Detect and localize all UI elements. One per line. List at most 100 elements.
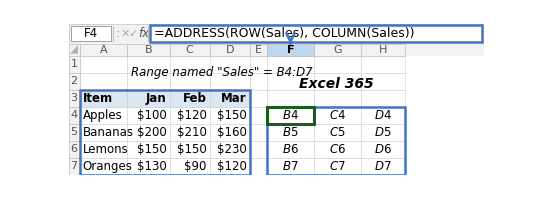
Bar (127, 158, 170, 175)
Text: Item: Item (82, 92, 113, 105)
Text: A: A (100, 45, 107, 55)
Bar (127, 73, 170, 90)
Text: $150: $150 (177, 143, 206, 156)
Text: $C$6: $C$6 (329, 143, 346, 156)
Bar (267, 141, 314, 158)
Text: Lemons: Lemons (82, 143, 128, 156)
Bar (361, 107, 405, 124)
Bar (127, 141, 170, 158)
Bar (170, 73, 210, 90)
Bar (170, 124, 210, 141)
Bar (267, 73, 314, 90)
Bar (210, 141, 250, 158)
Polygon shape (70, 45, 78, 54)
Bar (314, 107, 361, 124)
Bar (361, 158, 405, 175)
Bar (210, 107, 250, 124)
Bar (170, 107, 210, 124)
Text: $150: $150 (217, 109, 246, 122)
Bar (314, 124, 361, 141)
Bar (69, 73, 80, 90)
Bar (127, 56, 170, 73)
Bar (127, 124, 170, 141)
Text: $B$5: $B$5 (282, 126, 299, 139)
Text: Excel 365: Excel 365 (299, 77, 373, 91)
Bar (69, 124, 80, 141)
Bar (69, 107, 80, 124)
Bar (170, 90, 210, 107)
Text: $C$5: $C$5 (329, 126, 345, 139)
Bar (69, 44, 483, 56)
Text: Bananas: Bananas (82, 126, 134, 139)
Text: 6: 6 (71, 144, 78, 154)
Text: $B$4: $B$4 (282, 109, 299, 122)
Text: $B$7: $B$7 (282, 160, 299, 173)
Bar (250, 90, 267, 107)
Bar (80, 90, 127, 107)
Text: $210: $210 (177, 126, 206, 139)
Bar (314, 90, 361, 107)
Text: $90: $90 (184, 160, 206, 173)
Text: F4: F4 (84, 27, 98, 40)
Text: $D$7: $D$7 (374, 160, 392, 173)
Bar (267, 107, 405, 175)
Bar (267, 107, 314, 124)
Text: fx: fx (138, 27, 149, 40)
Bar (69, 141, 80, 158)
Text: 4: 4 (71, 110, 78, 120)
Text: 2: 2 (71, 76, 78, 86)
Bar (69, 24, 483, 44)
Bar (267, 107, 314, 124)
Text: $100: $100 (137, 109, 167, 122)
Text: $120: $120 (217, 160, 246, 173)
Bar (250, 141, 267, 158)
Text: C: C (186, 45, 194, 55)
Bar (80, 73, 127, 90)
Text: $120: $120 (177, 109, 206, 122)
Bar (210, 158, 250, 175)
Bar (170, 158, 210, 175)
Bar (80, 90, 127, 107)
Text: $160: $160 (217, 126, 246, 139)
Text: D: D (225, 45, 234, 55)
Text: Mar: Mar (221, 92, 246, 105)
Bar (80, 158, 127, 175)
Text: ✕: ✕ (121, 29, 130, 39)
Bar (80, 107, 127, 124)
Bar (267, 44, 314, 56)
Text: Feb: Feb (183, 92, 206, 105)
Bar (80, 141, 127, 158)
Bar (267, 56, 314, 73)
Text: $200: $200 (137, 126, 167, 139)
Bar (210, 90, 250, 107)
Text: $D$5: $D$5 (374, 126, 392, 139)
Text: Oranges: Oranges (82, 160, 133, 173)
Text: =ADDRESS(ROW(Sales), COLUMN(Sales)): =ADDRESS(ROW(Sales), COLUMN(Sales)) (154, 27, 414, 40)
Text: F: F (287, 45, 294, 55)
Text: $230: $230 (217, 143, 246, 156)
Bar (250, 107, 267, 124)
Text: B: B (144, 45, 152, 55)
Bar (170, 56, 210, 73)
Bar (127, 107, 170, 124)
Bar (361, 56, 405, 73)
Text: H: H (379, 45, 387, 55)
Text: $C$7: $C$7 (329, 160, 346, 173)
Bar (314, 44, 361, 56)
Bar (361, 124, 405, 141)
Bar (210, 124, 250, 141)
Bar (80, 90, 250, 175)
Bar (127, 90, 170, 107)
Bar (250, 56, 267, 73)
Bar (267, 158, 314, 175)
Text: Jan: Jan (146, 92, 167, 105)
Bar (80, 56, 127, 73)
Bar (69, 90, 80, 107)
Bar (267, 90, 314, 107)
Text: 1: 1 (71, 59, 78, 70)
Bar (267, 124, 314, 141)
Bar (313, 122, 316, 125)
Bar (69, 56, 80, 73)
Text: $C$4: $C$4 (329, 109, 346, 122)
Text: :: : (116, 27, 120, 40)
